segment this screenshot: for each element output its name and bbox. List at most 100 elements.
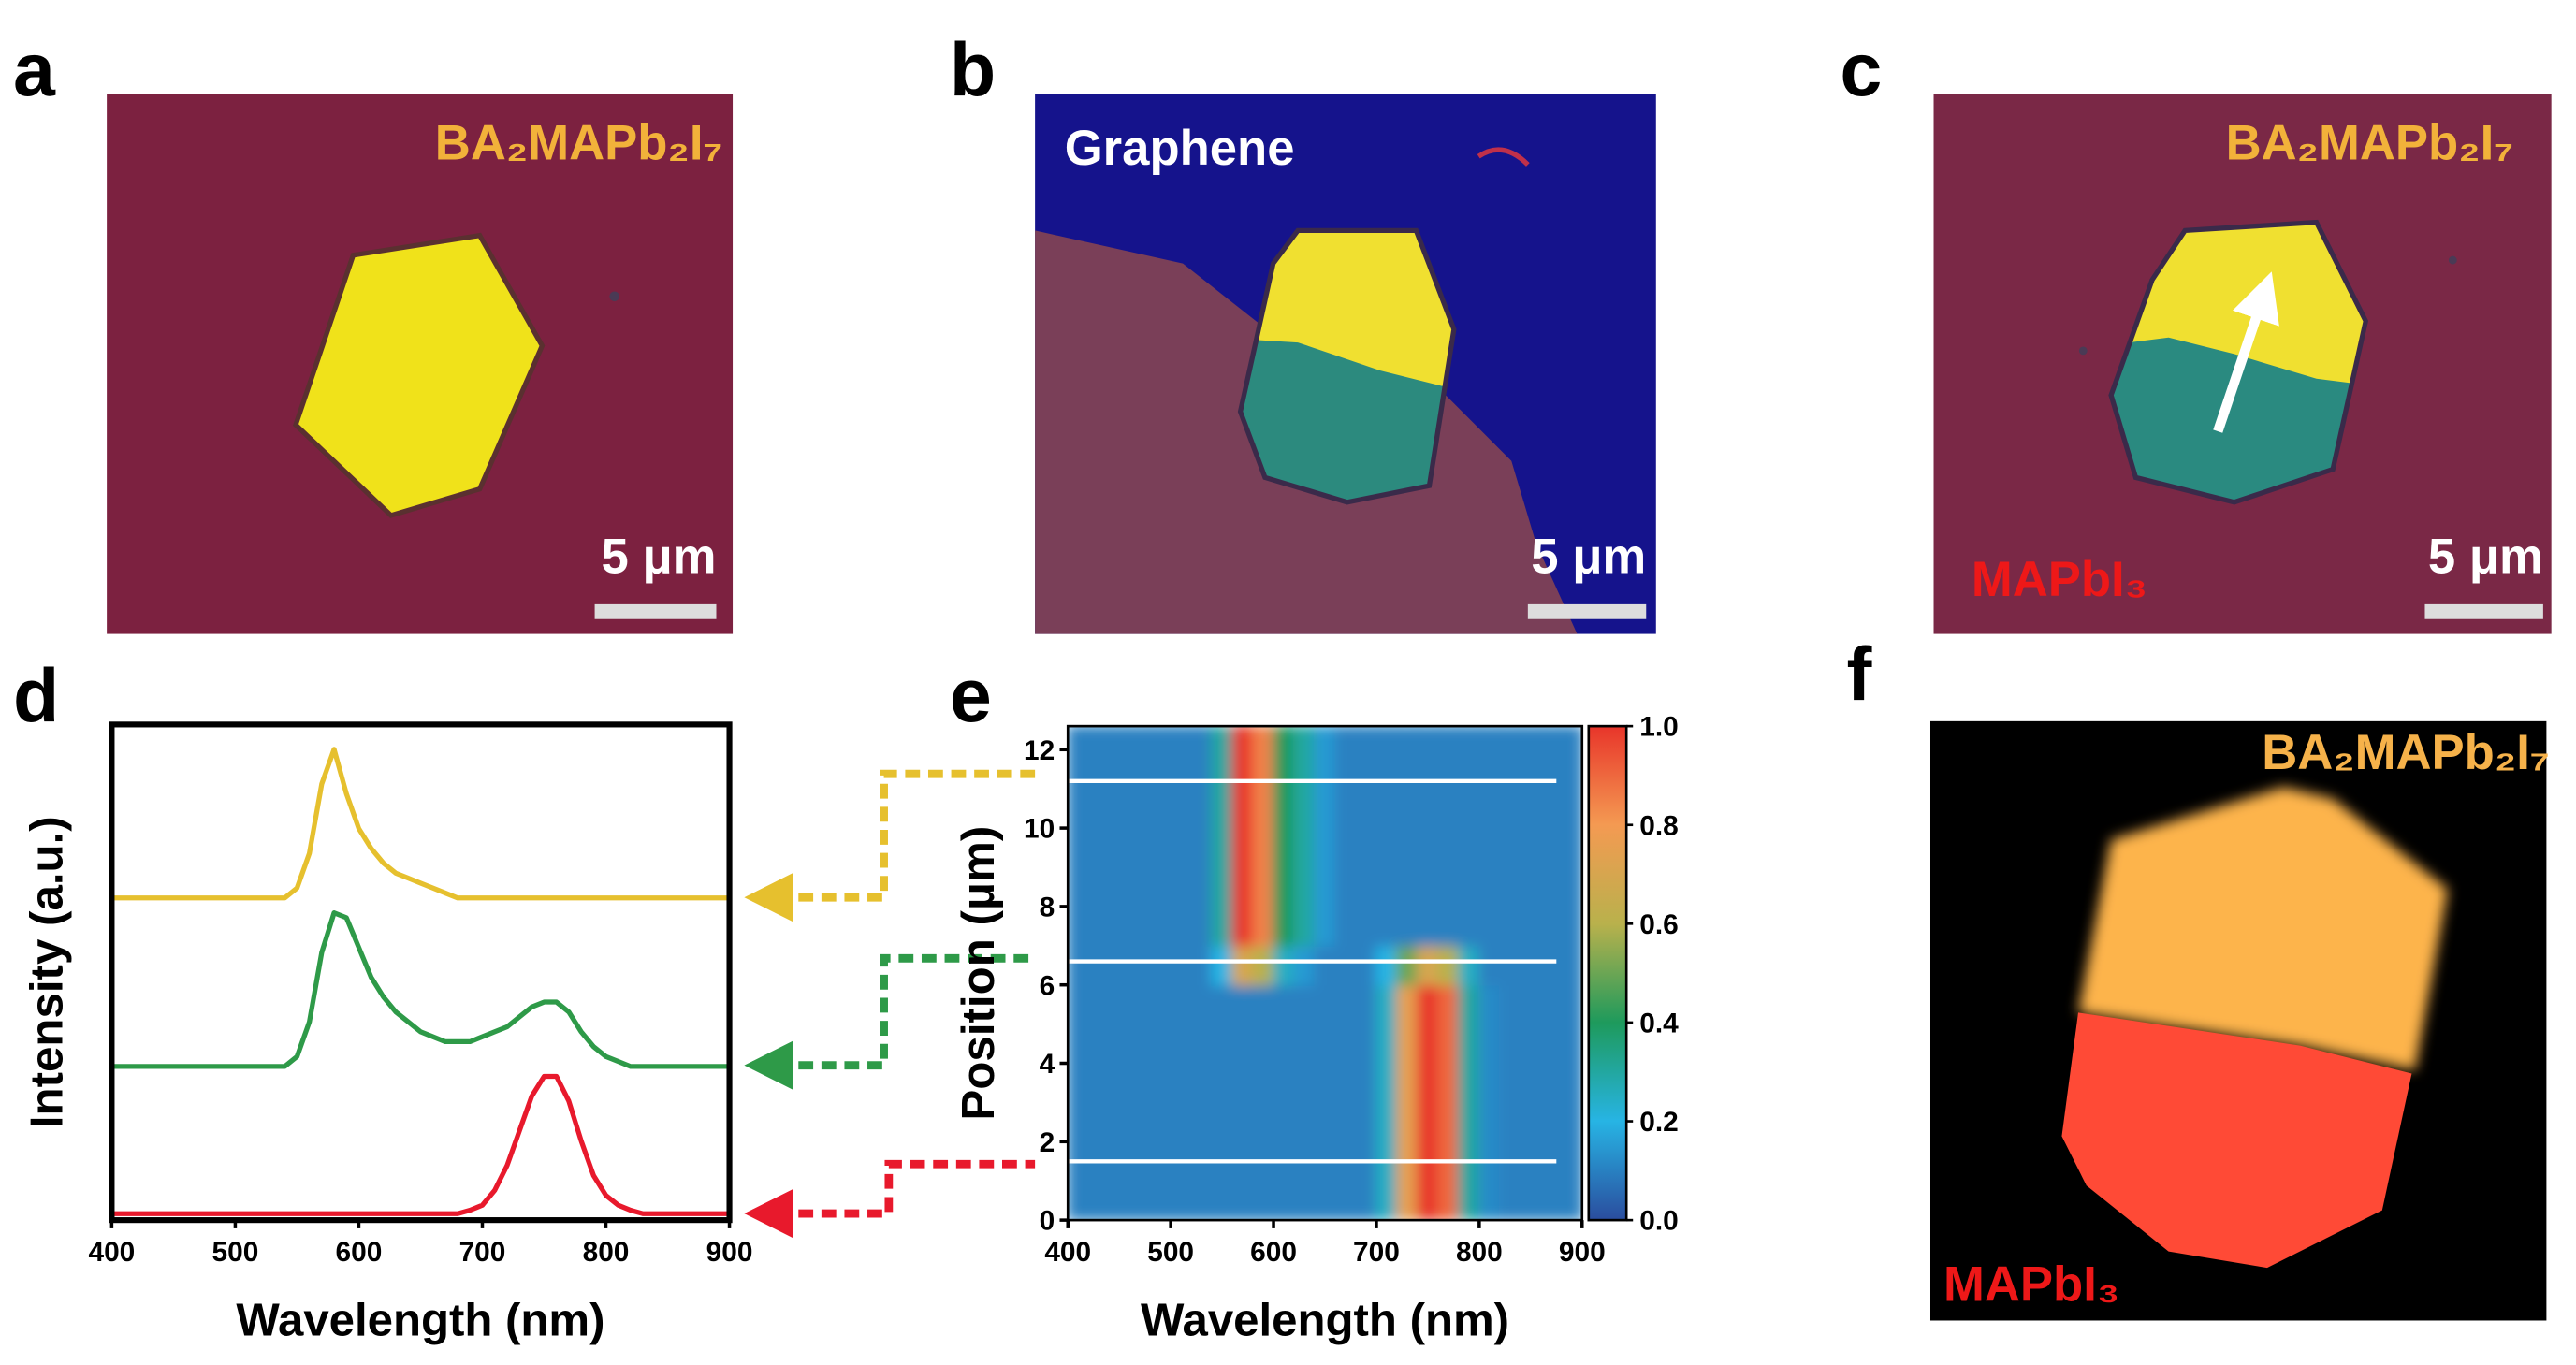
heatmap-cell — [1273, 906, 1295, 947]
plot-frame — [109, 721, 733, 1224]
heatmap-cell — [1437, 748, 1460, 791]
heatmap-cell — [1293, 1023, 1316, 1065]
heatmap-cell — [1355, 944, 1377, 986]
heatmap-cell — [1539, 827, 1563, 868]
heatmap-cell — [1211, 748, 1233, 791]
heatmap-cell — [1252, 1101, 1274, 1143]
material-label: MAPbI₃ — [1943, 1256, 2119, 1312]
heatmap-cell — [1108, 866, 1131, 908]
heatmap-cell — [1560, 827, 1582, 868]
heatmap-cell — [1068, 906, 1090, 947]
heatmap-cell — [1273, 726, 1295, 751]
heatmap-cell — [1560, 726, 1582, 751]
panel-label: c — [1840, 28, 1882, 112]
speck — [609, 291, 619, 302]
heatmap-cell — [1458, 983, 1480, 1025]
heatmap-cell — [1334, 726, 1357, 751]
heatmap-cell — [1231, 906, 1254, 947]
heatmap-cell — [1334, 788, 1357, 829]
heatmap-cell — [1273, 983, 1295, 1025]
heatmap-cell — [1334, 983, 1357, 1025]
heatmap-cell — [1458, 788, 1480, 829]
heatmap-cell — [1231, 1062, 1254, 1104]
heatmap-cell — [1417, 827, 1439, 868]
heatmap-cell — [1334, 1101, 1357, 1143]
heatmap-cell — [1190, 1180, 1213, 1221]
heatmap-cell — [1170, 906, 1192, 947]
heatmap-cell — [1128, 827, 1152, 868]
heatmap-cell — [1068, 983, 1090, 1025]
material-label: BA₂MAPb₂I₇ — [435, 116, 723, 171]
heatmap-cell — [1149, 1101, 1172, 1143]
heatmap-cell — [1498, 1101, 1521, 1143]
heatmap-cell — [1355, 906, 1377, 947]
heatmap-cell — [1498, 788, 1521, 829]
heatmap-cell — [1498, 1062, 1521, 1104]
heatmap-cell — [1211, 1101, 1233, 1143]
heatmap-cell — [1458, 944, 1480, 986]
heatmap-cell — [1355, 748, 1377, 791]
heatmap-cell — [1458, 827, 1480, 868]
heatmap-cell — [1170, 827, 1192, 868]
heatmap-cell — [1231, 1101, 1254, 1143]
heatmap-cell — [1190, 983, 1213, 1025]
heatmap-cell — [1396, 1101, 1419, 1143]
heatmap-cell — [1477, 983, 1501, 1025]
y-tick-label: 4 — [1040, 1049, 1055, 1080]
heatmap-cell — [1273, 944, 1295, 986]
heatmap-cell — [1396, 748, 1419, 791]
heatmap-cell — [1519, 1023, 1542, 1065]
heatmap-cell — [1190, 827, 1213, 868]
heatmap-cell — [1231, 983, 1254, 1025]
heatmap-cell — [1211, 906, 1233, 947]
x-tick-label: 900 — [706, 1237, 753, 1268]
heatmap-cell — [1539, 788, 1563, 829]
heatmap-cell — [1190, 944, 1213, 986]
y-tick-label: 6 — [1040, 970, 1055, 1001]
heatmap-cell — [1087, 827, 1111, 868]
heatmap-cell — [1396, 983, 1419, 1025]
heatmap-cell — [1314, 983, 1336, 1025]
heatmap-cell — [1539, 1023, 1563, 1065]
heatmap-cell — [1437, 788, 1460, 829]
x-axis-label: Wavelength (nm) — [1141, 1294, 1509, 1345]
heatmap-cell — [1355, 983, 1377, 1025]
heatmap-cell — [1396, 1023, 1419, 1065]
heatmap-cell — [1231, 827, 1254, 868]
heatmap-cell — [1437, 1101, 1460, 1143]
heatmap-cell — [1375, 827, 1398, 868]
heatmap-cell — [1355, 1023, 1377, 1065]
heatmap-cell — [1355, 1101, 1377, 1143]
heatmap-cell — [1068, 866, 1090, 908]
speck — [2448, 255, 2457, 265]
scale-bar — [594, 603, 717, 619]
heatmap-cell — [1375, 944, 1398, 986]
phase-region — [2078, 787, 2449, 1070]
heatmap-cell — [1068, 788, 1090, 829]
heatmap-cell — [1128, 726, 1152, 751]
heatmap-cell — [1068, 1023, 1090, 1065]
heatmap-cell — [1190, 1062, 1213, 1104]
y-axis-label: Intensity (a.u.) — [22, 816, 73, 1128]
heatmap-cell — [1375, 1180, 1398, 1221]
heatmap-cell — [1211, 726, 1233, 751]
heatmap-cell — [1334, 1062, 1357, 1104]
heatmap-cell — [1231, 726, 1254, 751]
heatmap-cell — [1087, 1062, 1111, 1104]
heatmap-cell — [1477, 944, 1501, 986]
heatmap-cell — [1519, 866, 1542, 908]
heatmap-cell — [1375, 1101, 1398, 1143]
heatmap-cell — [1375, 748, 1398, 791]
heatmap-cell — [1211, 1023, 1233, 1065]
scale-bar — [1527, 603, 1647, 619]
heatmap-cell — [1314, 1023, 1336, 1065]
material-label: BA₂MAPb₂I₇ — [2262, 725, 2550, 780]
x-tick-label: 500 — [1147, 1237, 1194, 1268]
heatmap-cell — [1252, 1023, 1274, 1065]
y-tick-label: 10 — [1024, 814, 1055, 845]
heatmap-cell — [1560, 944, 1582, 986]
heatmap-cell — [1560, 983, 1582, 1025]
heatmap-cell — [1211, 1062, 1233, 1104]
heatmap-cell — [1417, 866, 1439, 908]
